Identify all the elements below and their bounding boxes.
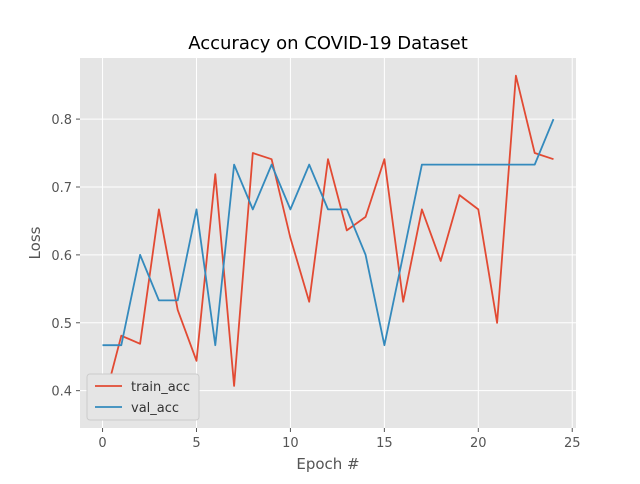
grid-layer bbox=[80, 58, 576, 428]
y-tick-label: 0.5 bbox=[51, 317, 72, 332]
y-tick-label: 0.6 bbox=[51, 249, 72, 264]
y-tick-label: 0.8 bbox=[51, 113, 72, 128]
x-tick-label: 0 bbox=[98, 436, 106, 451]
series-line-train-acc bbox=[101, 74, 554, 408]
series-layer bbox=[101, 74, 555, 408]
legend: train_acc val_acc bbox=[86, 373, 200, 421]
x-tick-label: 20 bbox=[470, 436, 487, 451]
legend-label-train-acc: train_acc bbox=[131, 380, 190, 395]
x-axis-label: Epoch # bbox=[296, 455, 359, 473]
x-tick-label: 25 bbox=[564, 436, 581, 451]
y-tick-label: 0.7 bbox=[51, 181, 72, 196]
x-tick-label: 15 bbox=[376, 436, 393, 451]
chart-title: Accuracy on COVID-19 Dataset bbox=[188, 33, 468, 54]
y-tick-label: 0.4 bbox=[51, 385, 72, 400]
x-tick-label: 5 bbox=[192, 436, 200, 451]
tick-layer: 0 5 10 15 20 25 0.4 0.5 0.6 0.7 0.8 bbox=[51, 113, 580, 451]
plot-background bbox=[80, 58, 576, 428]
legend-label-val-acc: val_acc bbox=[131, 401, 179, 416]
y-axis-label: Loss bbox=[26, 226, 44, 259]
x-tick-label: 10 bbox=[282, 436, 299, 451]
series-line-val-acc bbox=[102, 118, 555, 347]
